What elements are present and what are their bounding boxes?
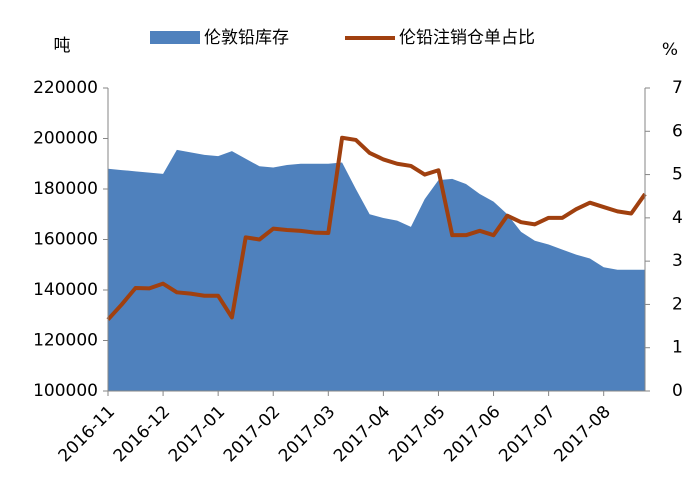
y2-tick-label: 50	[672, 165, 683, 185]
x-tick-label: 2017-01	[165, 402, 229, 466]
y2-tick-label: 10	[672, 338, 683, 358]
y2-tick-label: 40	[672, 208, 683, 228]
x-tick-label: 2017-03	[275, 402, 339, 466]
x-tick-label: 2017-04	[330, 402, 394, 466]
x-tick-label: 2017-05	[385, 402, 449, 466]
legend-swatch	[150, 31, 200, 44]
y2-tick-label: 20	[672, 294, 683, 314]
y-tick-label: 100000	[33, 381, 98, 401]
y-tick-label: 200000	[33, 129, 98, 149]
x-tick-label: 2016-12	[110, 402, 174, 466]
x-tick-label: 2017-07	[495, 402, 559, 466]
legend-label: 伦敦铅库存	[204, 28, 289, 48]
y-tick-label: 140000	[33, 280, 98, 300]
legend-label: 伦铅注销仓单占比	[399, 28, 535, 48]
y-unit: 吨	[54, 36, 71, 56]
x-tick-label: 2016-11	[55, 402, 119, 466]
y2-tick-label: 70	[672, 78, 683, 98]
x-tick-label: 2017-08	[550, 402, 614, 466]
y-tick-label: 120000	[33, 331, 98, 351]
y2-tick-label: 0	[672, 381, 683, 401]
y-tick-label: 180000	[33, 179, 98, 199]
y-tick-label: 220000	[33, 78, 98, 98]
y-tick-label: 160000	[33, 230, 98, 250]
area	[108, 149, 645, 391]
y2-tick-label: 60	[672, 121, 683, 141]
x-tick-label: 2017-06	[440, 402, 504, 466]
y2-tick-label: 30	[672, 251, 683, 271]
x-tick-label: 2017-02	[220, 402, 284, 466]
y2-unit: %	[662, 40, 678, 60]
line	[106, 135, 647, 321]
